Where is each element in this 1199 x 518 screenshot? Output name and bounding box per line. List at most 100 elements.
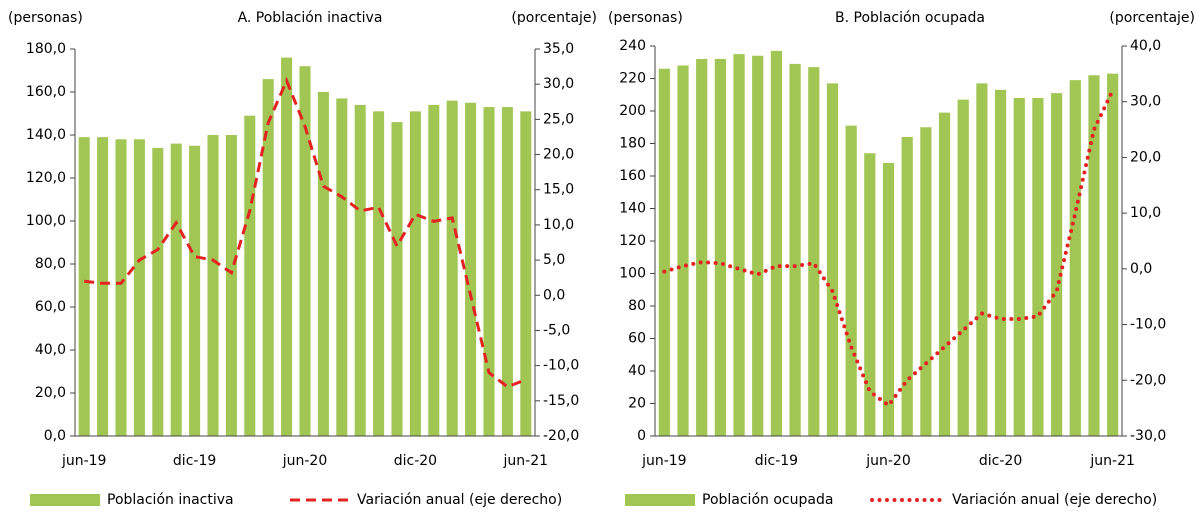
- chart-title: A. Población inactiva: [238, 10, 383, 26]
- bar: [133, 139, 145, 437]
- y2-tick-label: 30,0: [543, 76, 574, 92]
- y2-tick-label: 40,0: [1130, 38, 1161, 54]
- y2-tick-label: -20,0: [1130, 372, 1166, 388]
- bar: [78, 137, 90, 436]
- y2-tick-label: 15,0: [543, 182, 574, 198]
- bar: [483, 107, 495, 437]
- line: [84, 76, 527, 389]
- bar: [1069, 80, 1081, 436]
- y2-axis-label: (porcentaje): [1109, 10, 1195, 26]
- bar: [957, 99, 969, 436]
- y-tick-label: 180: [619, 136, 646, 152]
- bar: [901, 137, 913, 436]
- y2-axis-label: (porcentaje): [511, 10, 597, 26]
- bar: [189, 145, 201, 436]
- x-tick-label: jun-20: [282, 453, 328, 469]
- bar: [1051, 93, 1063, 436]
- bar: [336, 98, 348, 436]
- y-tick-label: 200: [619, 103, 646, 119]
- legend-swatch: [625, 494, 695, 506]
- y-tick-label: 100: [619, 266, 646, 282]
- y2-tick-label: 0,0: [543, 287, 565, 303]
- y2-tick-label: 25,0: [543, 111, 574, 127]
- bar: [520, 111, 532, 436]
- y-axis-label: (personas): [608, 10, 683, 26]
- y-tick-label: 160: [619, 168, 646, 184]
- bar: [446, 100, 458, 436]
- bar: [733, 54, 745, 436]
- bar: [789, 63, 801, 436]
- y-tick-label: 0,0: [44, 428, 66, 444]
- bar: [938, 112, 951, 436]
- y2-tick-label: 10,0: [543, 217, 574, 233]
- y2-tick-label: -10,0: [1130, 317, 1166, 333]
- bar: [97, 137, 109, 436]
- legend-label: Variación anual (eje derecho): [357, 492, 562, 508]
- y-tick-label: 120: [619, 233, 646, 249]
- bar: [976, 83, 988, 436]
- bar: [994, 89, 1007, 436]
- y2-tick-label: 20,0: [543, 147, 574, 163]
- y-tick-label: 20: [628, 396, 646, 412]
- y2-tick-label: -20,0: [543, 428, 579, 444]
- bar: [1107, 73, 1119, 436]
- y-tick-label: 80: [628, 298, 646, 314]
- x-tick-label: dic-20: [979, 453, 1022, 469]
- y-axis-label: (personas): [8, 10, 83, 26]
- x-tick-label: jun-19: [641, 453, 687, 469]
- bar: [225, 135, 237, 436]
- y-tick-label: 40,0: [35, 342, 66, 358]
- bar: [354, 104, 366, 437]
- bar: [428, 104, 440, 437]
- bar: [864, 153, 876, 436]
- bar: [1013, 98, 1025, 436]
- bar: [1032, 98, 1044, 436]
- bar: [501, 107, 513, 437]
- y-tick-label: 100,0: [26, 213, 66, 229]
- legend-label: Variación anual (eje derecho): [952, 492, 1157, 508]
- y2-tick-label: 30,0: [1130, 94, 1161, 110]
- bar: [752, 55, 764, 436]
- y2-tick-label: 10,0: [1130, 205, 1161, 221]
- bar: [244, 115, 256, 437]
- y-tick-label: 120,0: [26, 170, 66, 186]
- y-tick-label: 140: [619, 201, 646, 217]
- bar: [808, 67, 820, 436]
- x-tick-label: dic-19: [173, 453, 216, 469]
- legend-label: Población inactiva: [107, 492, 234, 508]
- bar: [465, 102, 477, 436]
- bar: [207, 135, 219, 436]
- bar: [826, 83, 839, 436]
- bar: [409, 111, 421, 436]
- y-tick-label: 20,0: [35, 385, 66, 401]
- bar: [1088, 75, 1100, 436]
- y-tick-label: 160,0: [26, 84, 66, 100]
- y2-tick-label: -15,0: [543, 393, 579, 409]
- x-tick-label: jun-19: [61, 453, 107, 469]
- x-tick-label: dic-19: [755, 453, 798, 469]
- bar: [677, 65, 689, 436]
- x-tick-label: jun-20: [865, 453, 911, 469]
- x-tick-label: jun-21: [503, 453, 549, 469]
- bar: [373, 111, 385, 436]
- bar: [152, 147, 164, 436]
- bar: [845, 125, 857, 436]
- y2-tick-label: 20,0: [1130, 149, 1161, 165]
- chart-title: B. Población ocupada: [835, 10, 985, 26]
- y-tick-label: 140,0: [26, 127, 66, 143]
- bar: [299, 66, 311, 436]
- y-tick-label: 80,0: [35, 256, 66, 272]
- bar: [262, 79, 274, 436]
- y-tick-label: 240: [619, 38, 646, 54]
- y-tick-label: 220: [619, 71, 646, 87]
- y2-tick-label: -10,0: [543, 358, 579, 374]
- legend-label: Población ocupada: [702, 492, 833, 508]
- y2-tick-label: 35,0: [543, 41, 574, 57]
- bar: [170, 143, 182, 436]
- bar: [696, 59, 708, 436]
- y2-tick-label: 5,0: [543, 252, 565, 268]
- bar: [115, 139, 127, 437]
- bar: [317, 92, 329, 436]
- y-tick-label: 60: [628, 331, 646, 347]
